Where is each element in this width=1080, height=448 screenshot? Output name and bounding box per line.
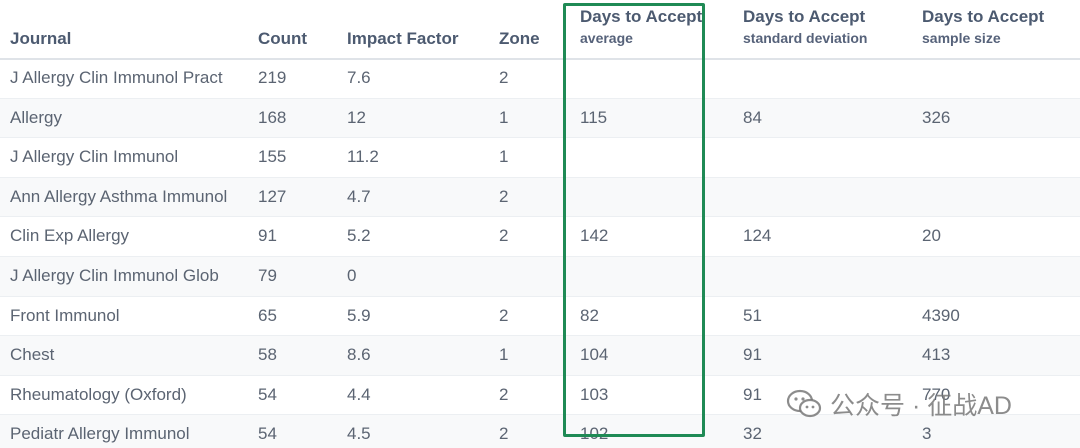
cell-impact-factor: 11.2	[347, 147, 379, 167]
cell-zone: 2	[499, 305, 509, 325]
cell-journal: Pediatr Allergy Immunol	[10, 424, 190, 444]
table-body: J Allergy Clin Immunol Pract 219 7.6 2 Aller…	[0, 59, 1080, 448]
cell-days-sd: 51	[743, 305, 762, 325]
watermark-text: 公众号 · 征战AD	[830, 392, 1012, 420]
cell-count: 219	[258, 68, 287, 87]
cell-impact-factor: 4.4	[347, 384, 371, 404]
cell-days-average: 102	[580, 424, 609, 444]
cell-days-sample-size: 326	[922, 107, 951, 127]
cell-days-sd: 32	[743, 424, 762, 444]
cell-impact-factor: 4.7	[347, 186, 371, 206]
cell-impact-factor: 12	[347, 107, 366, 127]
cell-count: 54	[258, 384, 277, 404]
header-days-average-sub: average	[580, 30, 633, 46]
header-count[interactable]: Count	[258, 29, 308, 48]
cell-zone: 2	[499, 226, 509, 246]
cell-zone: 1	[499, 345, 509, 365]
cell-days-sample-size: 20	[922, 226, 941, 246]
cell-days-average: 104	[580, 345, 609, 365]
cell-days-sample-size: 413	[922, 345, 951, 365]
cell-count: 54	[258, 424, 277, 444]
cell-days-average: 103	[580, 384, 609, 404]
cell-impact-factor: 5.2	[347, 226, 371, 246]
cell-journal: Chest	[10, 345, 55, 365]
wechat-icon	[786, 389, 822, 418]
cell-journal: J Allergy Clin Immunol Glob	[10, 265, 219, 285]
header-days-average[interactable]: Days to Accept average	[580, 7, 702, 46]
cell-impact-factor: 7.6	[347, 68, 371, 87]
table-row[interactable]: J Allergy Clin Immunol Glob 79 0	[0, 256, 1080, 297]
table-row[interactable]: Allergy 168 12 1 115 84 326	[0, 98, 1080, 139]
cell-days-sd: 91	[743, 345, 762, 365]
cell-days-sd: 124	[743, 226, 772, 246]
cell-impact-factor: 0	[347, 265, 357, 285]
cell-days-sd: 84	[743, 107, 762, 127]
cell-count: 91	[258, 226, 277, 246]
header-days-n-sub: sample size	[922, 30, 1001, 46]
watermark: 公众号 · 征战AD	[786, 386, 1012, 422]
cell-journal: Ann Allergy Asthma Immunol	[10, 186, 228, 206]
cell-count: 58	[258, 345, 277, 365]
cell-zone: 2	[499, 186, 509, 206]
cell-zone: 1	[499, 107, 509, 127]
table-row[interactable]: Chest 58 8.6 1 104 91 413	[0, 336, 1080, 376]
header-days-sd-sub: standard deviation	[743, 30, 868, 46]
cell-impact-factor: 4.5	[347, 424, 371, 444]
cell-journal: Clin Exp Allergy	[10, 226, 130, 246]
table-row[interactable]: Ann Allergy Asthma Immunol 127 4.7 2	[0, 177, 1080, 218]
cell-zone: 2	[499, 424, 509, 444]
cell-count: 155	[258, 147, 287, 167]
table-header: Journal Count Impact Factor Zone Days to…	[0, 0, 1080, 60]
cell-journal: Rheumatology (Oxford)	[10, 384, 187, 404]
table-row[interactable]: Rheumatology (Oxford) 54 4.4 2 103 91 770	[0, 376, 1080, 416]
header-days-n[interactable]: Days to Accept sample size	[922, 7, 1044, 46]
header-days-sd[interactable]: Days to Accept standard deviation	[743, 7, 867, 46]
table-row[interactable]: Pediatr Allergy Immunol 54 4.5 2 102 32 3	[0, 415, 1080, 448]
cell-days-average: 82	[580, 305, 599, 325]
cell-impact-factor: 8.6	[347, 345, 371, 365]
cell-journal: Front Immunol	[10, 305, 120, 325]
header-days-n-title: Days to Accept	[922, 7, 1045, 26]
cell-zone: 2	[499, 384, 509, 404]
cell-count: 127	[258, 186, 287, 206]
header-days-average-title: Days to Accept	[580, 7, 703, 26]
cell-days-sample-size: 770	[922, 384, 951, 404]
header-days-sd-title: Days to Accept	[743, 7, 866, 26]
table-row[interactable]: Front Immunol 65 5.9 2 82 51 4390	[0, 297, 1080, 337]
cell-count: 65	[258, 305, 277, 325]
cell-impact-factor: 5.9	[347, 305, 371, 325]
table-row[interactable]: J Allergy Clin Immunol 155 11.2 1	[0, 138, 1080, 178]
cell-days-sample-size: 3	[922, 424, 932, 444]
header-journal[interactable]: Journal	[10, 29, 72, 48]
cell-journal: J Allergy Clin Immunol Pract	[10, 68, 223, 87]
cell-days-sd: 91	[743, 384, 762, 404]
cell-zone: 1	[499, 147, 509, 167]
header-impact-factor[interactable]: Impact Factor	[347, 29, 459, 48]
header-zone[interactable]: Zone	[499, 29, 540, 48]
cell-days-average: 142	[580, 226, 609, 246]
cell-count: 79	[258, 265, 277, 285]
cell-days-sample-size: 4390	[922, 305, 960, 325]
cell-days-average: 115	[580, 107, 608, 127]
cell-journal: J Allergy Clin Immunol	[10, 147, 179, 167]
cell-count: 168	[258, 107, 287, 127]
table-row[interactable]: J Allergy Clin Immunol Pract 219 7.6 2	[0, 59, 1080, 99]
cell-journal: Allergy	[10, 107, 62, 127]
table-row[interactable]: Clin Exp Allergy 91 5.2 2 142 124 20	[0, 217, 1080, 257]
cell-zone: 2	[499, 68, 509, 87]
